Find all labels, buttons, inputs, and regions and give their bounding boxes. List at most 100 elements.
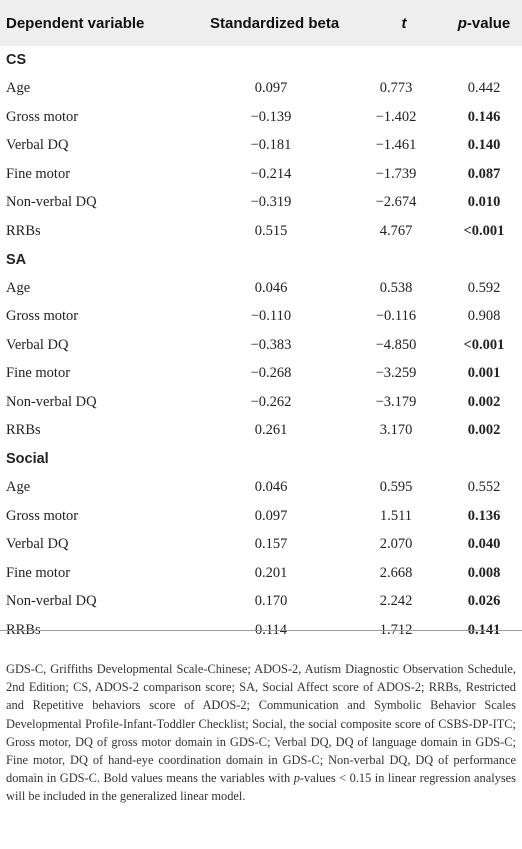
t-cell: 4.767: [379, 222, 413, 239]
row-label: Verbal DQ: [6, 536, 69, 553]
p-value-cell: 0.087: [467, 165, 501, 182]
t-cell: −1.739: [375, 165, 417, 182]
t-cell: 2.668: [379, 564, 413, 581]
header-standardized-beta: Standardized beta: [210, 14, 340, 32]
t-cell: 3.170: [379, 422, 413, 439]
beta-cell: −0.139: [250, 108, 292, 125]
row-label: RRBs: [6, 422, 41, 439]
t-cell: 2.070: [379, 536, 413, 553]
t-cell: −0.116: [375, 308, 417, 325]
t-cell: −3.259: [375, 365, 417, 382]
beta-cell: −0.383: [250, 336, 292, 353]
t-cell: 0.538: [379, 279, 413, 296]
table-row: Fine motor 0.201 2.668 0.008: [0, 559, 522, 588]
table-row: RRBs 0.114 1.712 0.141: [0, 616, 522, 645]
table-row: RRBs 0.261 3.170 0.002: [0, 417, 522, 446]
p-value-cell: 0.002: [467, 393, 501, 410]
t-cell: 1.712: [379, 621, 413, 638]
beta-cell: −0.319: [250, 194, 292, 211]
row-label: Gross motor: [6, 108, 79, 125]
table-row: Gross motor 0.097 1.511 0.136: [0, 502, 522, 531]
t-cell: −1.461: [375, 137, 417, 154]
p-value-cell: 0.040: [467, 536, 501, 553]
beta-cell: 0.046: [254, 279, 288, 296]
row-label: Age: [6, 80, 31, 97]
footnote-text-part1: GDS-C, Griffiths Developmental Scale-Chi…: [6, 662, 516, 786]
beta-cell: 0.170: [254, 593, 288, 610]
p-value-cell: <0.001: [463, 336, 505, 353]
footnote-p-italic: p: [293, 771, 300, 786]
t-cell: 0.595: [379, 479, 413, 496]
row-label: Fine motor: [6, 564, 71, 581]
t-cell: 2.242: [379, 593, 413, 610]
section-title: Social: [6, 451, 49, 468]
p-value-cell: 0.002: [467, 422, 501, 439]
p-value-cell: 0.908: [467, 308, 501, 325]
table-row: Gross motor −0.139 −1.402 0.146: [0, 103, 522, 132]
p-value-cell: 0.146: [467, 108, 501, 125]
row-label: Verbal DQ: [6, 336, 69, 353]
table-row: Non-verbal DQ −0.319 −2.674 0.010: [0, 189, 522, 218]
row-label: Fine motor: [6, 365, 71, 382]
beta-cell: −0.262: [250, 393, 292, 410]
table-row: Fine motor −0.214 −1.739 0.087: [0, 160, 522, 189]
p-value-cell: 0.552: [467, 479, 501, 496]
beta-cell: −0.268: [250, 365, 292, 382]
t-cell: −2.674: [375, 194, 417, 211]
p-value-cell: 0.592: [467, 279, 501, 296]
p-value-cell: 0.010: [467, 194, 501, 211]
p-value-cell: <0.001: [463, 222, 505, 239]
header-p-value: p-value: [446, 0, 522, 46]
row-label: Non-verbal DQ: [6, 393, 97, 410]
table-row: Age 0.097 0.773 0.442: [0, 75, 522, 104]
regression-table: Dependent variable Standardized beta t p…: [0, 0, 522, 645]
beta-cell: 0.046: [254, 479, 288, 496]
row-label: Gross motor: [6, 308, 79, 325]
row-label: Fine motor: [6, 165, 71, 182]
table-bottom-rule: [0, 630, 522, 631]
table-row: Fine motor −0.268 −3.259 0.001: [0, 360, 522, 389]
p-value-cell: 0.026: [467, 593, 501, 610]
row-label: Non-verbal DQ: [6, 194, 97, 211]
t-cell: 1.511: [379, 507, 413, 524]
t-cell: −4.850: [375, 336, 417, 353]
row-label: Age: [6, 479, 31, 496]
p-value-cell: 0.442: [467, 80, 501, 97]
table-row: Non-verbal DQ −0.262 −3.179 0.002: [0, 388, 522, 417]
footnote-text-part2: -values < 0.15 in linear regression anal…: [6, 771, 516, 804]
table-row: Verbal DQ 0.157 2.070 0.040: [0, 531, 522, 560]
p-value-cell: 0.001: [467, 365, 501, 382]
table-row: Verbal DQ −0.383 −4.850 <0.001: [0, 331, 522, 360]
beta-cell: 0.515: [254, 222, 288, 239]
header-t: t: [401, 14, 407, 32]
section-title: SA: [6, 251, 27, 268]
p-value-cell: 0.136: [467, 507, 501, 524]
row-label: Non-verbal DQ: [6, 593, 97, 610]
header-p-suffix: -value: [466, 14, 511, 32]
beta-cell: −0.181: [250, 137, 292, 154]
header-p-italic: p: [457, 14, 467, 32]
header-dependent-variable: Dependent variable: [6, 14, 145, 32]
p-value-cell: 0.008: [467, 564, 501, 581]
p-value-cell: 0.141: [467, 621, 501, 638]
beta-cell: 0.261: [254, 422, 288, 439]
section-header-row: SA: [0, 246, 522, 275]
table-row: Gross motor −0.110 −0.116 0.908: [0, 303, 522, 332]
beta-cell: 0.157: [254, 536, 288, 553]
section-header-row: Social: [0, 445, 522, 474]
table-row: Age 0.046 0.538 0.592: [0, 274, 522, 303]
beta-cell: −0.110: [250, 308, 292, 325]
beta-cell: 0.201: [254, 564, 288, 581]
table-row: Non-verbal DQ 0.170 2.242 0.026: [0, 588, 522, 617]
t-cell: −3.179: [375, 393, 417, 410]
table-header-row: Dependent variable Standardized beta t p…: [0, 0, 522, 46]
table-body: CS Age 0.097 0.773 0.442 Gross motor −0.139 −1.…: [0, 46, 522, 645]
beta-cell: 0.097: [254, 507, 288, 524]
table-footnote: GDS-C, Griffiths Developmental Scale-Chi…: [6, 660, 516, 806]
t-cell: 0.773: [379, 80, 413, 97]
section-title: CS: [6, 52, 27, 69]
table-row: RRBs 0.515 4.767 <0.001: [0, 217, 522, 246]
p-value-cell: 0.140: [467, 137, 501, 154]
row-label: Verbal DQ: [6, 137, 69, 154]
